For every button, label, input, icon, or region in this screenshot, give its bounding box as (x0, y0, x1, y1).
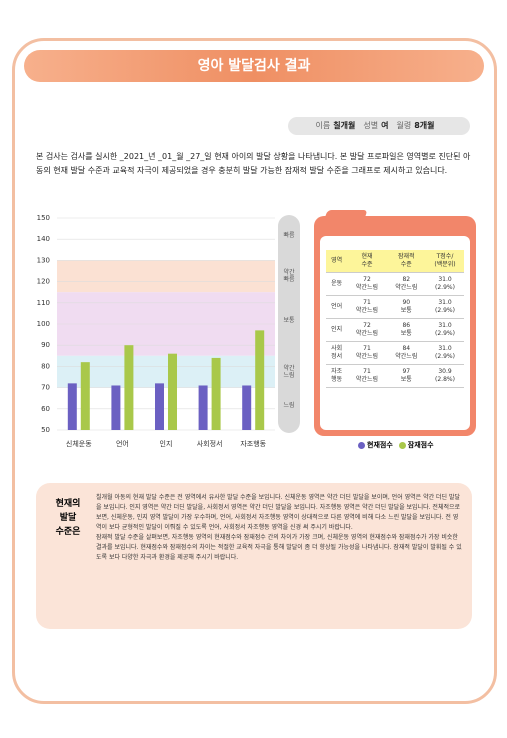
bar (255, 330, 265, 430)
bar (80, 362, 90, 430)
table-cell: 31.0 (2.9%) (425, 318, 464, 342)
table-cell: 30.9 (2.8%) (425, 364, 464, 388)
score-card: 영역 현재 수준 잠재적 수준 T점수/ (백분위) 운동 72 약간느림 82 약간느림 3… (314, 210, 476, 436)
y-tick-label: 100 (37, 320, 50, 328)
bar (155, 383, 164, 430)
table-cell: 71 약간느림 (347, 364, 387, 388)
table-cell: 사회 정서 (326, 341, 348, 365)
card-body: 영역 현재 수준 잠재적 수준 T점수/ (백분위) 운동 72 약간느림 82 약간느림 3… (320, 236, 470, 430)
table-row: 언어 71 약간느림 90 보통 31.0 (2.9%) (326, 295, 464, 319)
table-cell: 82 약간느림 (386, 272, 426, 296)
y-tick-label: 90 (41, 341, 50, 349)
table-cell: 31.0 (2.9%) (425, 272, 464, 296)
table-cell: 71 약간느림 (347, 341, 387, 365)
info-value: 여 (381, 121, 389, 130)
y-tick-label: 110 (37, 299, 50, 307)
score-table: 영역 현재 수준 잠재적 수준 T점수/ (백분위) 운동 72 약간느림 82 약간느림 3… (326, 250, 464, 388)
x-tick-label: 사회정서 (197, 439, 223, 448)
table-row: 사회 정서 71 약간느림 84 약간느림 31.0 (2.9%) (326, 341, 464, 365)
info-label: 월령 (396, 121, 412, 130)
paragraph: 칠개월 아동의 현재 발달 수준은 전 영역에서 유사한 발달 수준을 보입니다… (96, 494, 461, 531)
table-cell: 31.0 (2.9%) (425, 295, 464, 319)
intro-text: 본 검사는 검사를 실시한 _2021_년 _01_월 _27_일 현재 아이의… (36, 152, 471, 175)
frame (12, 38, 497, 704)
band-pill (278, 215, 300, 433)
info-label: 이름 (315, 121, 331, 130)
table-cell: 86 보통 (386, 318, 426, 342)
info-value: 칠개월 (333, 121, 356, 130)
band-label: 보통 (283, 317, 295, 324)
band-label: 약간 빠름 (283, 269, 295, 284)
table-cell: 운동 (326, 272, 348, 296)
legend-label: 현재점수 (367, 441, 393, 449)
x-tick-label: 자조행동 (240, 439, 266, 448)
table-cell: 인지 (326, 318, 348, 342)
table-cell: 72 약간느림 (347, 272, 387, 296)
table-row: 운동 72 약간느림 82 약간느림 31.0 (2.9%) (326, 272, 464, 296)
table-cell: 71 약간느림 (347, 295, 387, 319)
x-tick-label: 인지 (160, 439, 173, 448)
table-row: 인지 72 약간느림 86 보통 31.0 (2.9%) (326, 318, 464, 342)
header-cell: 영역 (326, 250, 348, 273)
legend: 현재점수 잠재점수 (352, 440, 434, 450)
bar (111, 385, 121, 430)
table-cell: 97 보통 (386, 364, 426, 388)
header-cell: T점수/ (백분위) (425, 250, 464, 273)
band-label: 빠름 (283, 232, 295, 240)
table-row: 자조 행동 71 약간느림 97 보통 30.9 (2.8%) (326, 364, 464, 388)
table-header: 영역 현재 수준 잠재적 수준 T점수/ (백분위) (326, 250, 464, 273)
table-cell: 31.0 (2.9%) (425, 341, 464, 365)
title: 영아 발달검사 결과 (24, 50, 484, 82)
band-label: 약간 느림 (283, 364, 295, 379)
legend-label: 잠재점수 (407, 441, 434, 449)
table-cell: 자조 행동 (326, 364, 348, 388)
band (57, 260, 275, 293)
summary-title: 현재의 발달 수준은 (55, 499, 81, 537)
band-label: 느림 (283, 401, 295, 409)
paragraph: 잠재적 발달 수준을 살펴보면, 자조행동 영역의 현재점수와 잠재점수 간의 … (96, 534, 462, 561)
y-tick-label: 70 (41, 384, 50, 392)
table-cell: 84 약간느림 (386, 341, 426, 365)
chart: 50 60 70 80 90 100 110 120 130 140 150 신체운동 언어 인지 사회정서… (37, 214, 300, 448)
band (57, 355, 275, 388)
x-tick-label: 언어 (116, 439, 129, 448)
bar (242, 385, 252, 430)
table-cell: 언어 (326, 295, 348, 319)
y-tick-label: 50 (41, 426, 50, 434)
y-tick-label: 130 (37, 256, 50, 264)
info-value: 8개월 (414, 121, 435, 130)
card-tab (320, 210, 368, 230)
table-cell: 72 약간느림 (347, 318, 387, 342)
table-cell: 90 보통 (386, 295, 426, 319)
bar (211, 357, 221, 430)
legend-swatch (398, 441, 406, 449)
bar (198, 385, 208, 430)
bar (124, 345, 134, 430)
y-tick-label: 120 (37, 278, 50, 286)
x-tick-label: 신체운동 (66, 439, 92, 448)
y-tick-label: 150 (37, 214, 50, 222)
bar (168, 353, 177, 430)
header-cell: 현재 수준 (347, 250, 387, 273)
info-label: 성별 (363, 121, 379, 130)
summary-box: 현재의 발달 수준은 칠개월 아동의 현재 발달 수준은 전 영역에서 유사한 … (36, 483, 472, 629)
summary-text: 칠개월 아동의 현재 발달 수준은 전 영역에서 유사한 발달 수준을 보입니다… (96, 493, 462, 563)
y-tick-label: 60 (41, 405, 50, 413)
info-pill: 이름 칠개월 성별 여 월령 8개월 (288, 117, 470, 135)
legend-swatch (358, 441, 365, 449)
y-tick-label: 80 (41, 362, 50, 370)
y-tick-label: 140 (37, 235, 50, 243)
header-cell: 잠재적 수준 (386, 250, 426, 273)
bar (67, 383, 77, 430)
